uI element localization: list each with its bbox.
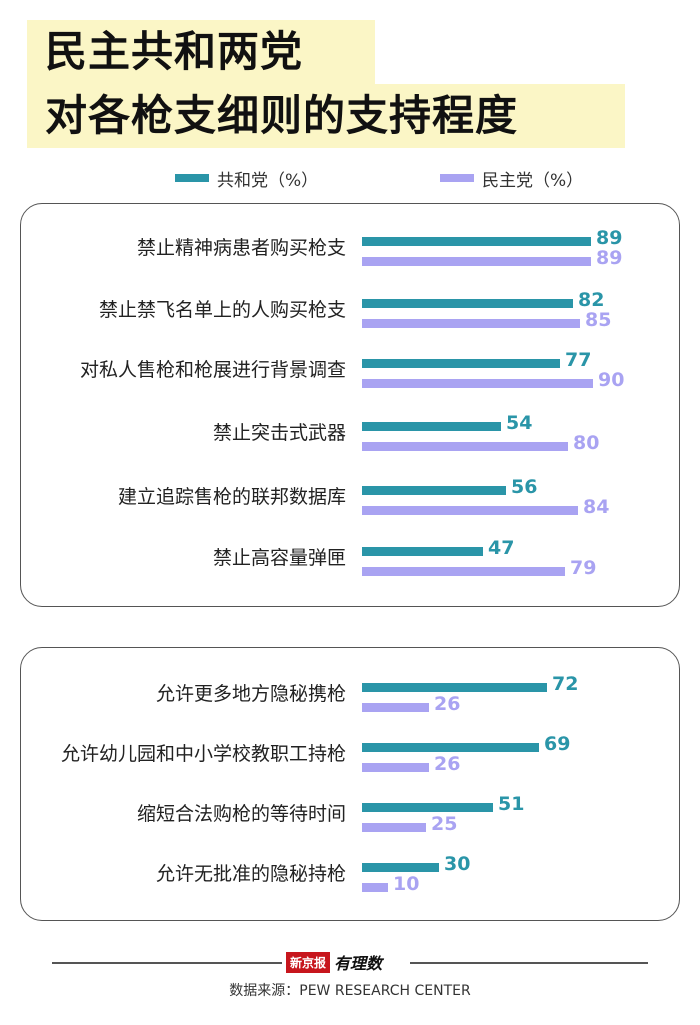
- value-label-democrat: 84: [583, 496, 610, 518]
- value-label-democrat: 26: [434, 693, 461, 715]
- bar-democrat: [362, 883, 388, 892]
- value-label-republican: 56: [511, 476, 538, 498]
- category-label: 允许更多地方隐秘携枪: [155, 683, 346, 705]
- category-label: 禁止精神病患者购买枪支: [136, 237, 346, 259]
- bar-republican: [362, 299, 573, 308]
- chart-title-line-1: 民主共和两党: [27, 20, 375, 84]
- bar-republican: [362, 803, 493, 812]
- bar-republican: [362, 422, 501, 431]
- bar-democrat: [362, 703, 429, 712]
- value-label-republican: 82: [578, 289, 605, 311]
- category-label: 允许幼儿园和中小学校教职工持枪: [60, 743, 346, 765]
- legend-item-democrat: 民主党（%）: [440, 166, 584, 191]
- category-label: 允许无批准的隐秘持枪: [155, 863, 346, 885]
- value-label-republican: 47: [488, 537, 515, 559]
- legend-swatch-democrat: [440, 174, 474, 182]
- bar-democrat: [362, 506, 578, 515]
- legend-label-republican: 共和党（%）: [217, 170, 319, 191]
- category-label: 禁止突击式武器: [212, 422, 346, 444]
- value-label-democrat: 89: [596, 247, 623, 269]
- category-label: 缩短合法购枪的等待时间: [136, 803, 346, 825]
- footer-divider-right: [410, 962, 648, 964]
- bar-republican: [362, 486, 506, 495]
- brand-logo: 新京报 有理数: [286, 950, 382, 974]
- bar-democrat: [362, 257, 591, 266]
- value-label-republican: 54: [506, 412, 533, 434]
- value-label-republican: 72: [552, 673, 579, 695]
- value-label-republican: 69: [544, 733, 571, 755]
- legend-label-democrat: 民主党（%）: [482, 170, 584, 191]
- footer-divider-left: [52, 962, 282, 964]
- bar-democrat: [362, 823, 426, 832]
- logo-brand: 新京报: [286, 951, 331, 973]
- category-label: 禁止高容量弹匣: [212, 547, 346, 569]
- bar-democrat: [362, 379, 593, 388]
- category-label: 建立追踪售枪的联邦数据库: [117, 486, 346, 508]
- logo-script: 有理数: [334, 954, 383, 973]
- chart-panel-support: [20, 203, 680, 607]
- bar-republican: [362, 743, 539, 752]
- value-label-democrat: 25: [431, 813, 458, 835]
- value-label-republican: 89: [596, 227, 623, 249]
- value-label-democrat: 79: [570, 557, 597, 579]
- category-label: 禁止禁飞名单上的人购买枪支: [98, 299, 346, 321]
- value-label-democrat: 90: [598, 369, 625, 391]
- bar-democrat: [362, 763, 429, 772]
- bar-republican: [362, 547, 483, 556]
- data-source: 数据来源：PEW RESEARCH CENTER: [229, 983, 471, 999]
- bar-democrat: [362, 567, 565, 576]
- value-label-democrat: 26: [434, 753, 461, 775]
- chart-panel-relax: [20, 647, 680, 921]
- legend-item-republican: 共和党（%）: [175, 166, 319, 191]
- value-label-democrat: 10: [393, 873, 420, 895]
- chart-title-line-2: 对各枪支细则的支持程度: [27, 84, 625, 148]
- value-label-republican: 51: [498, 793, 525, 815]
- value-label-democrat: 85: [585, 309, 612, 331]
- value-label-republican: 77: [565, 349, 592, 371]
- bar-democrat: [362, 319, 580, 328]
- value-label-democrat: 80: [573, 432, 600, 454]
- bar-democrat: [362, 442, 568, 451]
- legend-swatch-republican: [175, 174, 209, 182]
- bar-republican: [362, 359, 560, 368]
- bar-republican: [362, 683, 547, 692]
- bar-republican: [362, 237, 591, 246]
- category-label: 对私人售枪和枪展进行背景调查: [79, 359, 346, 381]
- bar-republican: [362, 863, 439, 872]
- value-label-republican: 30: [444, 853, 471, 875]
